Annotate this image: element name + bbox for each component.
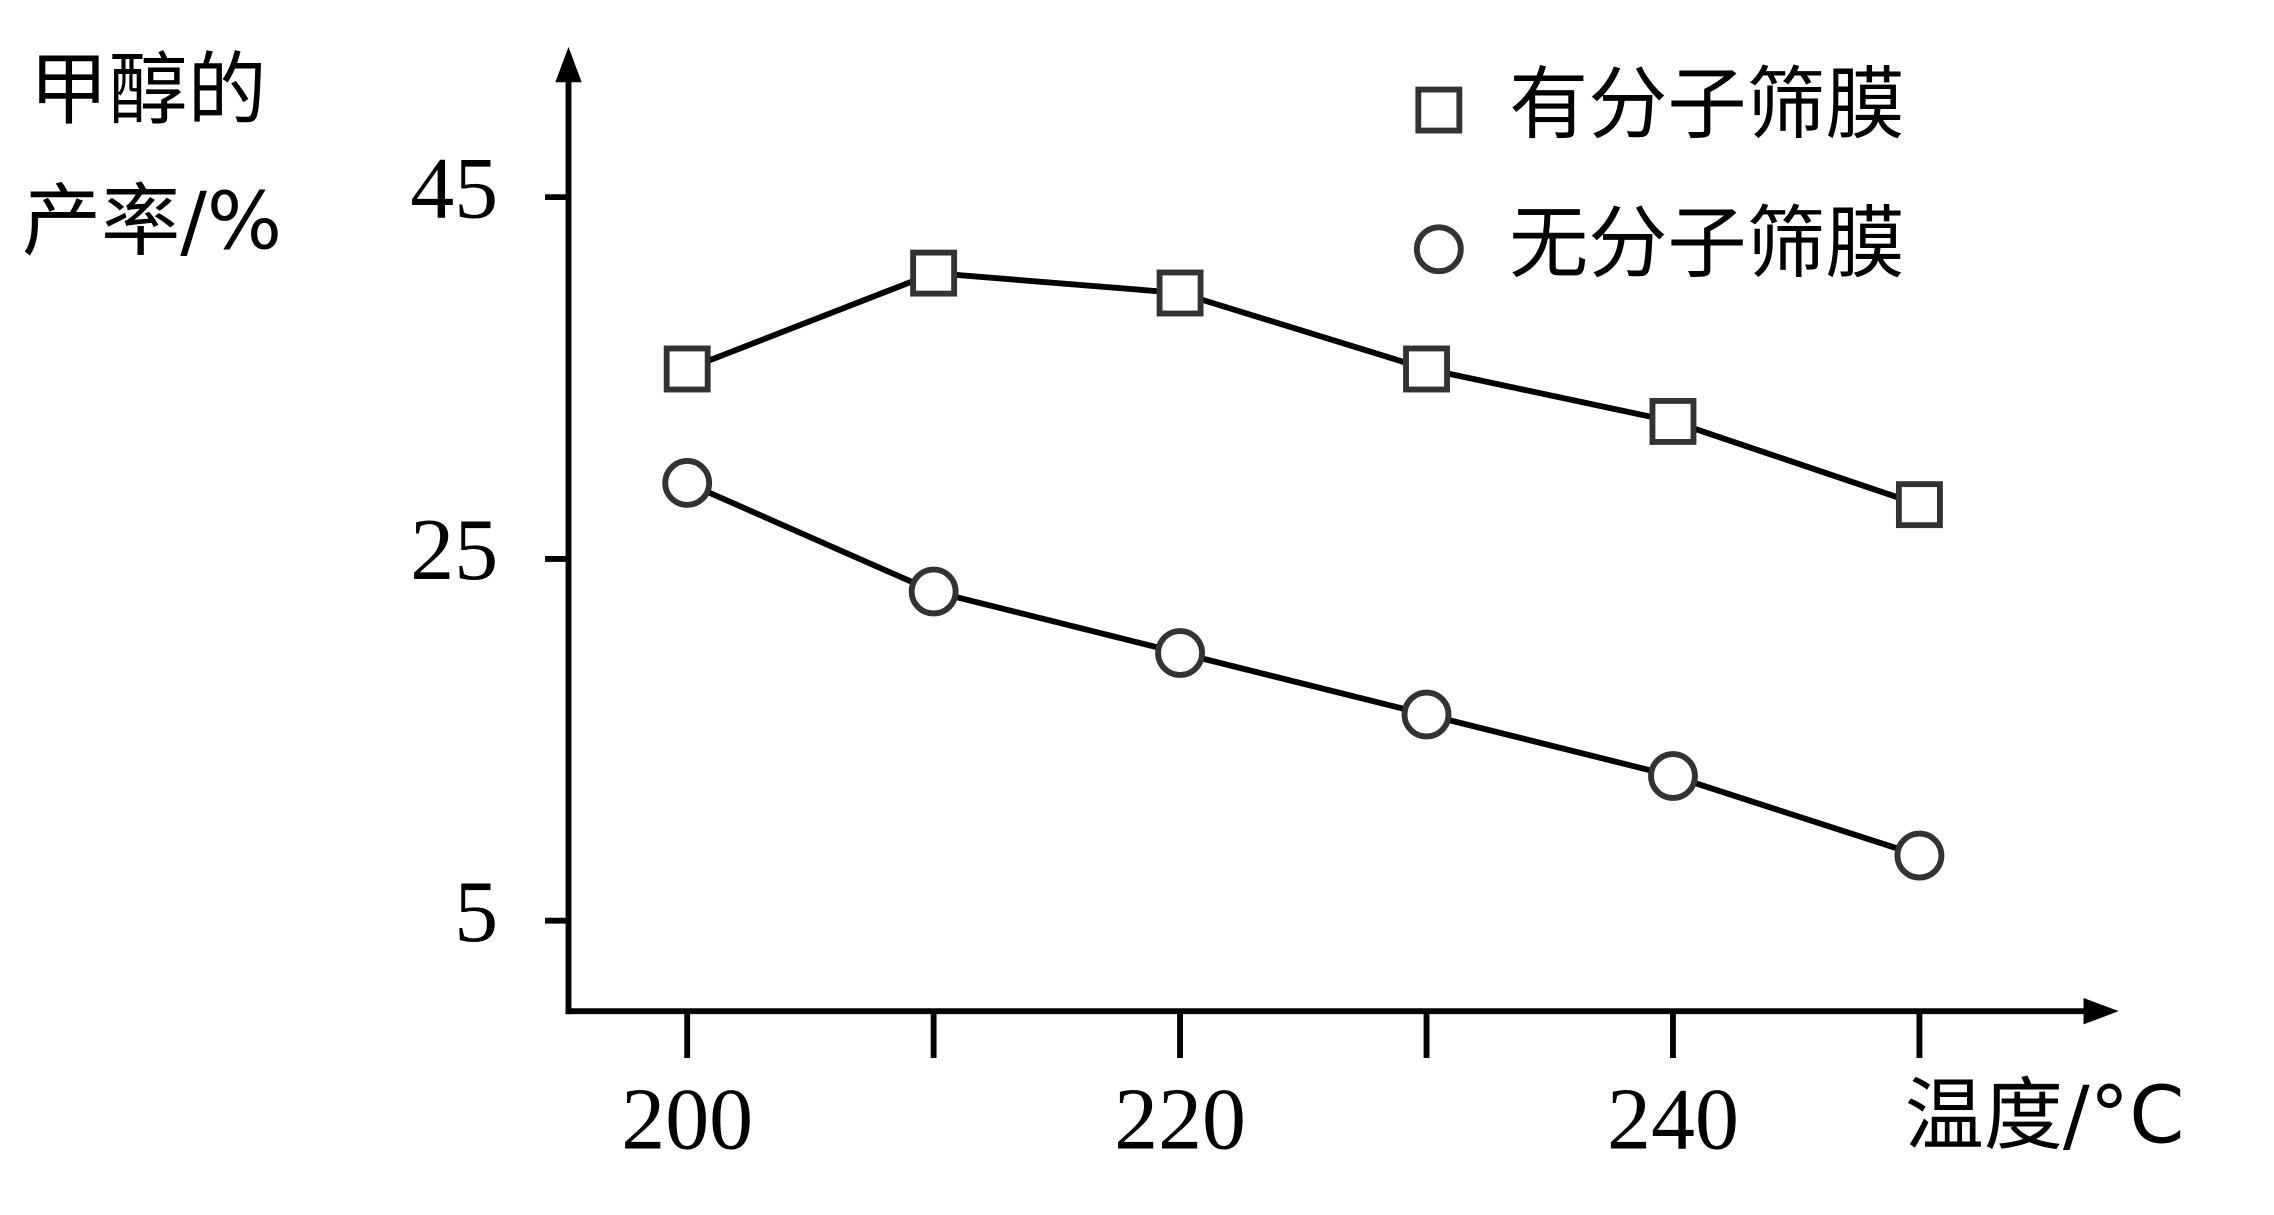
point [1894,830,1945,881]
y-tick-label: 45 [410,140,498,237]
legend-marker [1413,224,1464,275]
y-axis-label: 甲醇的 [29,44,266,136]
legend-label: 无分子筛膜 [1509,198,1905,290]
legend-marker [1415,86,1463,134]
y-tick-label: 25 [410,502,498,599]
point [662,458,713,508]
point [1155,628,1205,678]
point [1156,269,1204,317]
x-arrow [2083,997,2119,1025]
x-tick-label: 220 [1114,1072,1246,1169]
point [1401,689,1452,740]
axes [555,47,2119,1025]
series-line [686,480,1921,859]
point [1895,481,1943,529]
x-tick-label: 240 [1607,1072,1739,1169]
y-tick-label: 5 [454,864,498,961]
point [1648,751,1698,801]
x-tick-label: 200 [621,1072,753,1169]
point [908,566,959,617]
y-axis-label: 产率/% [22,176,282,268]
x-axis-label: 温度/°C [1905,1070,2185,1162]
point [1649,397,1697,445]
legend-label: 有分子筛膜 [1509,59,1905,151]
point [1403,345,1450,393]
y-arrow [555,47,582,83]
point [663,345,711,393]
point [910,249,958,297]
series-line [686,270,1921,508]
